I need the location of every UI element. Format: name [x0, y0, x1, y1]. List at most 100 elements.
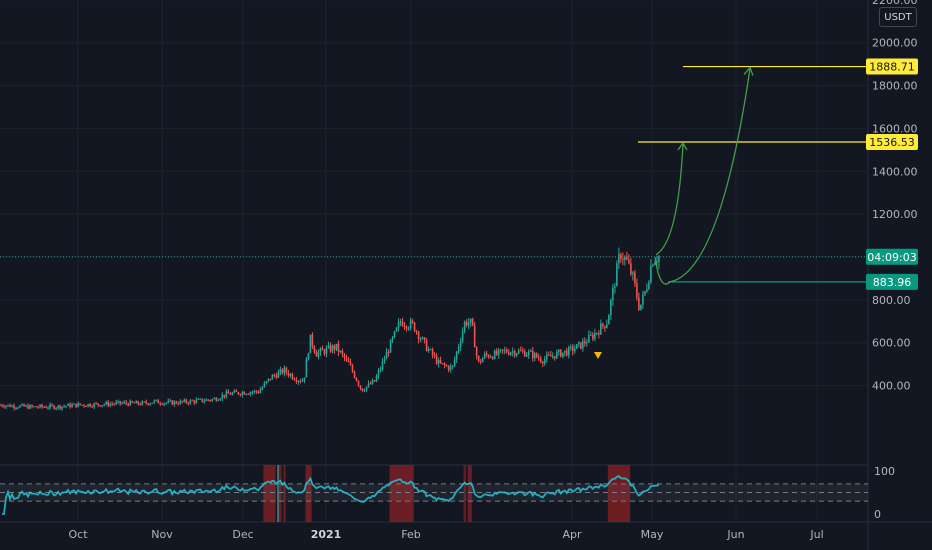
candle-body [515, 353, 518, 356]
candle-body [383, 359, 386, 362]
rsi-pane: 100 0 [0, 465, 895, 521]
candle-body [193, 400, 196, 403]
candle-body [582, 341, 584, 349]
candle-body [618, 254, 620, 264]
rsi-overbought-bar [405, 465, 408, 522]
candle-body [77, 403, 79, 407]
candle-body [247, 393, 250, 395]
candle-body [17, 407, 19, 409]
candle-body [131, 400, 133, 403]
candle-body [616, 263, 618, 287]
candle-body [289, 374, 292, 376]
candle-body [185, 399, 188, 403]
candle-body [447, 366, 450, 370]
candle-body [403, 326, 406, 328]
candle-body [53, 405, 55, 409]
candle-body [269, 378, 272, 380]
currency-selector[interactable]: USDT [879, 7, 917, 27]
rsi-overbought-bar [403, 465, 406, 522]
candle-body [145, 401, 148, 404]
rsi-overbought-bar [307, 465, 310, 522]
candle-body [25, 405, 27, 407]
candle-body [69, 403, 71, 408]
candle-body [19, 405, 21, 408]
candle-body [259, 389, 262, 393]
candle-body [451, 365, 454, 367]
candle-body [505, 349, 508, 353]
candle-body [445, 365, 448, 367]
time-axis[interactable]: Oct Nov Dec 2021 Feb Apr May Jun Jul [68, 528, 823, 541]
candle-body [489, 357, 492, 359]
candle-body [650, 266, 652, 283]
candle-body [423, 337, 426, 340]
candle-body [598, 332, 600, 335]
candle-body [632, 272, 634, 275]
candle-body [395, 327, 398, 332]
candle-body [439, 360, 442, 364]
rsi-overbought-bar [267, 465, 270, 522]
candle-body [99, 405, 101, 407]
candle-body [303, 377, 306, 381]
candle-body [359, 385, 362, 389]
candle-body [377, 370, 380, 377]
candle-body [443, 363, 446, 366]
candle-body [461, 331, 464, 342]
candle-body [429, 349, 432, 351]
candle-body [299, 380, 302, 382]
candle-body [571, 346, 574, 352]
candle-body [59, 405, 61, 409]
candle-body [503, 349, 506, 351]
rsi-overbought-bar [607, 465, 611, 522]
rsi-overbought-bar [409, 465, 412, 522]
candle-body [385, 352, 388, 360]
price-tick-label: 1400.00 [872, 165, 918, 178]
candle-body [37, 407, 39, 409]
candle-body [449, 366, 452, 370]
candle-body [233, 390, 236, 393]
rsi-overbought-bar [611, 465, 615, 522]
candle-body [634, 272, 636, 284]
candle-body [171, 400, 174, 405]
candle-body [355, 377, 358, 382]
candle-body [63, 406, 65, 408]
candle-body [237, 392, 240, 395]
candle-body [644, 291, 646, 295]
candle-body [393, 331, 396, 338]
candle-body [165, 402, 168, 404]
candle-body [51, 404, 53, 406]
candle-body [95, 403, 97, 405]
candle-body [117, 401, 119, 403]
candle-body [327, 345, 330, 348]
candle-body [0, 404, 1, 406]
candle-body [155, 399, 158, 401]
candle-body [335, 343, 338, 350]
candle-body [453, 359, 456, 366]
candle-body [285, 367, 288, 373]
candle-body [543, 359, 546, 364]
candle-body [521, 350, 524, 352]
candle-body [622, 259, 624, 261]
candle-body [527, 351, 530, 355]
candle-body [135, 401, 137, 404]
candle-body [127, 403, 129, 406]
candle-body [491, 357, 494, 359]
candle-body [81, 404, 83, 406]
candle-body [119, 401, 121, 404]
candle-body [473, 325, 476, 348]
candle-body [365, 386, 368, 391]
candle-body [197, 398, 200, 400]
candle-body [317, 352, 320, 357]
candle-body [345, 357, 348, 360]
candle-body [55, 407, 57, 409]
rsi-axis-label: 100 [874, 465, 895, 478]
candle-body [179, 400, 182, 405]
candle-body [586, 342, 588, 344]
candle-body [563, 350, 566, 353]
forecast-path-mid [655, 143, 684, 256]
candle-body [83, 404, 85, 406]
candle-body [11, 405, 13, 407]
candle-body [341, 350, 344, 355]
candle-body [67, 403, 69, 407]
candle-body [167, 400, 170, 403]
